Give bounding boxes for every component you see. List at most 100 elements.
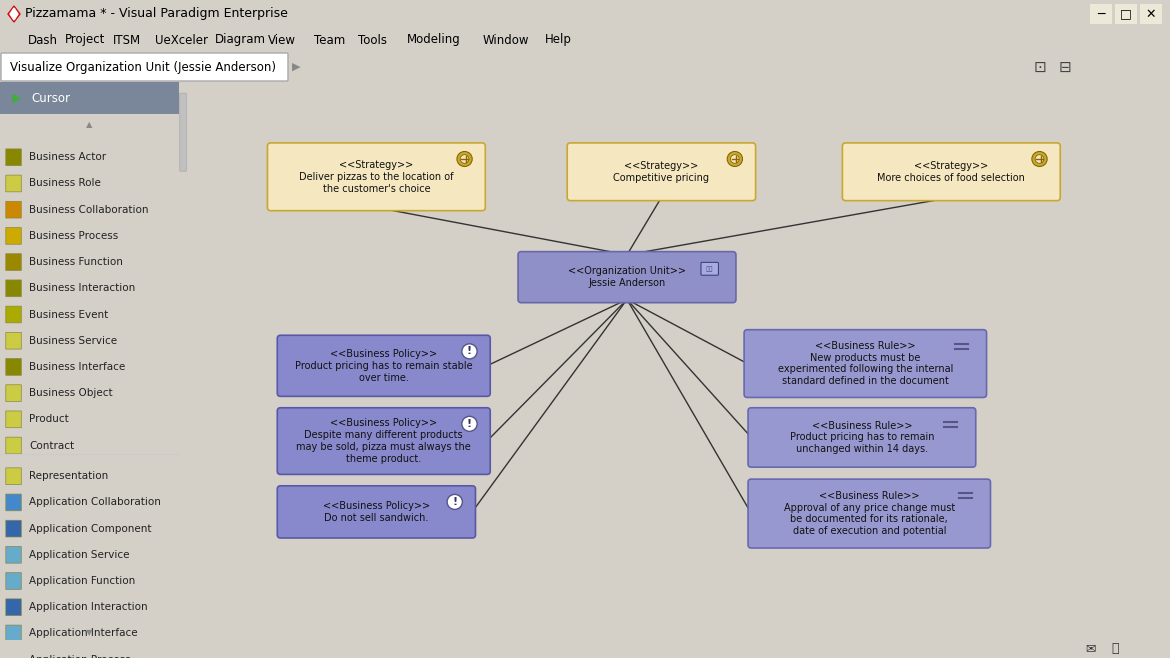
- Text: Contract: Contract: [29, 441, 74, 451]
- FancyBboxPatch shape: [6, 201, 21, 218]
- FancyBboxPatch shape: [6, 572, 21, 590]
- Text: Business Event: Business Event: [29, 309, 109, 320]
- Text: <<Strategy>>: <<Strategy>>: [339, 160, 413, 170]
- FancyBboxPatch shape: [744, 330, 986, 397]
- Text: Business Service: Business Service: [29, 336, 117, 345]
- FancyBboxPatch shape: [6, 599, 21, 616]
- Text: Product pricing has to remain: Product pricing has to remain: [790, 432, 934, 442]
- FancyBboxPatch shape: [1140, 4, 1162, 24]
- Text: ▲: ▲: [85, 120, 92, 129]
- Text: Competitive pricing: Competitive pricing: [613, 172, 709, 183]
- FancyBboxPatch shape: [6, 332, 21, 349]
- FancyBboxPatch shape: [6, 175, 21, 192]
- Circle shape: [457, 151, 473, 166]
- FancyBboxPatch shape: [6, 625, 21, 642]
- FancyBboxPatch shape: [842, 143, 1060, 201]
- FancyBboxPatch shape: [6, 651, 21, 658]
- FancyBboxPatch shape: [518, 251, 736, 303]
- Text: Business Collaboration: Business Collaboration: [29, 205, 149, 215]
- FancyBboxPatch shape: [748, 408, 976, 467]
- Text: Application Process: Application Process: [29, 655, 131, 658]
- Text: ✉: ✉: [1085, 642, 1095, 655]
- FancyBboxPatch shape: [6, 149, 21, 166]
- Text: !: !: [467, 419, 472, 429]
- FancyBboxPatch shape: [6, 385, 21, 401]
- Text: !: !: [467, 346, 472, 357]
- Text: Business Function: Business Function: [29, 257, 123, 267]
- Text: unchanged within 14 days.: unchanged within 14 days.: [796, 444, 928, 454]
- Text: Help: Help: [545, 34, 572, 47]
- Text: over time.: over time.: [359, 372, 408, 382]
- Text: Project: Project: [66, 34, 105, 47]
- Text: date of execution and potential: date of execution and potential: [792, 526, 947, 536]
- FancyBboxPatch shape: [180, 93, 186, 171]
- Text: <<Business Policy>>: <<Business Policy>>: [330, 349, 438, 359]
- Text: <<Business Rule>>: <<Business Rule>>: [815, 341, 916, 351]
- FancyBboxPatch shape: [6, 411, 21, 428]
- FancyBboxPatch shape: [6, 228, 21, 244]
- Text: Deliver pizzas to the location of: Deliver pizzas to the location of: [300, 172, 454, 182]
- Text: <<Business Policy>>: <<Business Policy>>: [330, 418, 438, 428]
- Text: <<Business Rule>>: <<Business Rule>>: [812, 420, 913, 430]
- FancyBboxPatch shape: [6, 437, 21, 454]
- Text: be documented for its rationale,: be documented for its rationale,: [791, 515, 948, 524]
- FancyBboxPatch shape: [277, 408, 490, 474]
- Text: Dash: Dash: [28, 34, 58, 47]
- Text: Application Service: Application Service: [29, 550, 130, 560]
- Circle shape: [460, 155, 469, 163]
- Text: Application Collaboration: Application Collaboration: [29, 497, 161, 507]
- Text: Tools: Tools: [358, 34, 387, 47]
- Text: Application Function: Application Function: [29, 576, 136, 586]
- Text: View: View: [268, 34, 296, 47]
- Text: New products must be: New products must be: [810, 353, 921, 363]
- FancyBboxPatch shape: [6, 494, 21, 511]
- Text: ⊟: ⊟: [1059, 59, 1072, 74]
- Text: ▶: ▶: [12, 91, 21, 105]
- Text: standard defined in the document: standard defined in the document: [782, 376, 949, 386]
- Text: ▯▯: ▯▯: [706, 266, 714, 272]
- Text: 🗋: 🗋: [1112, 642, 1119, 655]
- Text: Despite many different products: Despite many different products: [304, 430, 463, 440]
- Text: Diagram: Diagram: [215, 34, 266, 47]
- Text: Business Role: Business Role: [29, 178, 101, 188]
- FancyBboxPatch shape: [277, 336, 490, 396]
- Text: Visualize Organization Unit (Jessie Anderson): Visualize Organization Unit (Jessie Ande…: [11, 61, 276, 74]
- Text: Window: Window: [483, 34, 530, 47]
- Text: ITSM: ITSM: [113, 34, 142, 47]
- Text: ▶: ▶: [292, 62, 301, 72]
- FancyBboxPatch shape: [1090, 4, 1112, 24]
- Text: Business Object: Business Object: [29, 388, 112, 398]
- Text: theme product.: theme product.: [346, 454, 421, 464]
- Text: Representation: Representation: [29, 471, 109, 481]
- Text: Pizzamama * - Visual Paradigm Enterprise: Pizzamama * - Visual Paradigm Enterprise: [25, 7, 288, 20]
- FancyBboxPatch shape: [701, 263, 718, 275]
- FancyBboxPatch shape: [6, 254, 21, 270]
- FancyBboxPatch shape: [748, 479, 991, 548]
- Text: <<Strategy>>: <<Strategy>>: [914, 161, 989, 171]
- Polygon shape: [11, 8, 18, 20]
- Text: Product: Product: [29, 415, 69, 424]
- Text: Product pricing has to remain stable: Product pricing has to remain stable: [295, 361, 473, 371]
- Text: Approval of any price change must: Approval of any price change must: [784, 503, 955, 513]
- Text: ✕: ✕: [1145, 7, 1156, 20]
- Circle shape: [462, 417, 477, 432]
- Text: ─: ─: [1097, 7, 1104, 20]
- Text: ▼: ▼: [85, 628, 92, 638]
- Text: Business Process: Business Process: [29, 231, 118, 241]
- Text: the customer's choice: the customer's choice: [323, 184, 431, 193]
- Text: experimented following the internal: experimented following the internal: [778, 365, 954, 374]
- Text: may be sold, pizza must always the: may be sold, pizza must always the: [296, 442, 472, 452]
- Text: Application Component: Application Component: [29, 524, 152, 534]
- Text: Jessie Anderson: Jessie Anderson: [589, 278, 666, 288]
- Circle shape: [730, 155, 739, 163]
- Text: Business Actor: Business Actor: [29, 152, 106, 163]
- Text: UeXceler: UeXceler: [154, 34, 208, 47]
- FancyBboxPatch shape: [567, 143, 756, 201]
- Text: Cursor: Cursor: [30, 91, 70, 105]
- Circle shape: [728, 151, 743, 166]
- Text: <<Strategy>>: <<Strategy>>: [625, 161, 698, 171]
- Text: More choices of food selection: More choices of food selection: [878, 172, 1025, 183]
- FancyBboxPatch shape: [1115, 4, 1137, 24]
- FancyBboxPatch shape: [277, 486, 475, 538]
- FancyBboxPatch shape: [6, 468, 21, 484]
